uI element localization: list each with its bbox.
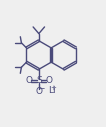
Text: Li: Li xyxy=(48,86,55,95)
Text: −: − xyxy=(39,85,45,94)
Text: O: O xyxy=(35,86,42,96)
Text: +: + xyxy=(50,85,56,91)
Text: O: O xyxy=(26,76,33,85)
Text: O: O xyxy=(45,76,52,85)
Text: S: S xyxy=(36,76,42,85)
